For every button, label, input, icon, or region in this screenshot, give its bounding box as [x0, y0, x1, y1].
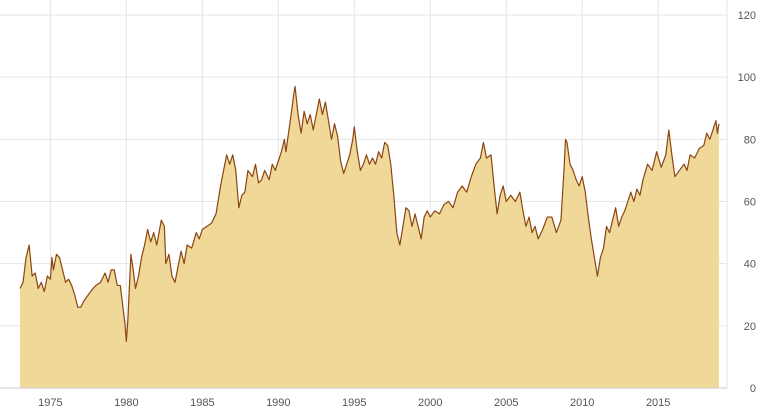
y-axis-tick-labels: 0 20 40 60 80 100 120 — [738, 10, 756, 395]
y-tick-label-0: 0 — [750, 383, 756, 395]
y-tick-label-120: 120 — [738, 10, 756, 22]
x-tick-label-1975: 1975 — [38, 397, 62, 408]
x-tick-label-2005: 2005 — [494, 397, 518, 408]
y-tick-label-100: 100 — [738, 72, 756, 84]
x-axis-tick-labels: 1975 1980 1985 1990 1995 2000 2005 2010 2015 — [38, 397, 670, 408]
x-tick-label-2000: 2000 — [418, 397, 442, 408]
series-area — [20, 86, 719, 389]
series-line — [19, 85, 720, 342]
x-tick-label-1995: 1995 — [342, 397, 366, 408]
y-tick-label-20: 20 — [744, 321, 756, 333]
x-tick-label-1985: 1985 — [190, 397, 214, 408]
y-tick-label-80: 80 — [744, 134, 756, 146]
x-tick-label-2015: 2015 — [646, 397, 670, 408]
y-tick-label-60: 60 — [744, 197, 756, 209]
y-tick-label-40: 40 — [744, 259, 756, 271]
x-tick-label-1990: 1990 — [266, 397, 290, 408]
x-tick-label-2010: 2010 — [570, 397, 594, 408]
x-tick-label-1980: 1980 — [114, 397, 138, 408]
